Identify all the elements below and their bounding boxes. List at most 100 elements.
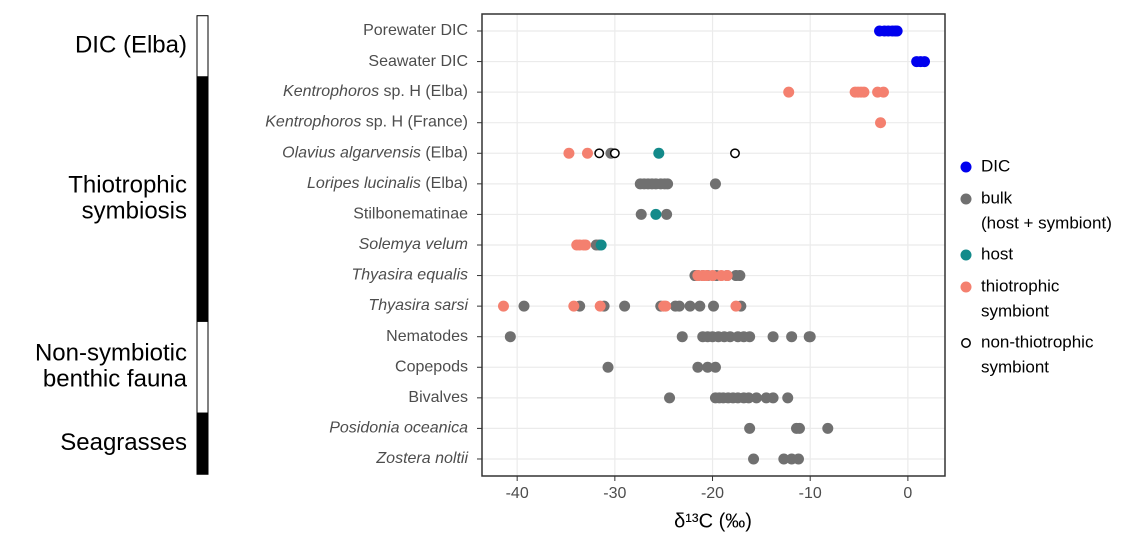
- point: [568, 300, 580, 312]
- y-tick-label: Loripes lucinalis (Elba): [307, 175, 468, 192]
- point: [653, 147, 665, 159]
- point: [783, 86, 795, 98]
- group-label: Thiotrophic: [68, 171, 187, 198]
- point: [877, 86, 889, 98]
- point: [518, 300, 530, 312]
- y-tick-label: Stilbonematinae: [353, 206, 468, 223]
- group-label: Seagrasses: [60, 429, 187, 456]
- y-tick-label: Zostera noltii: [375, 450, 468, 467]
- point: [660, 300, 672, 312]
- y-tick-label: Solemya velum: [359, 236, 468, 253]
- x-tick-label: -30: [603, 485, 626, 502]
- y-tick-label: Nematodes: [386, 328, 468, 345]
- point: [730, 300, 742, 312]
- y-tick-label: Thyasira equalis: [352, 267, 469, 284]
- x-tick-label: -40: [506, 485, 529, 502]
- x-tick-label: -10: [799, 485, 822, 502]
- point: [822, 422, 834, 434]
- point: [692, 361, 704, 373]
- point: [778, 453, 790, 465]
- point: [662, 178, 674, 190]
- legend-label: bulk: [981, 188, 1013, 207]
- legend-label: thiotrophic: [981, 276, 1060, 295]
- point: [707, 270, 719, 282]
- legend-label: symbiont: [981, 357, 1049, 376]
- group-bar: [196, 15, 209, 78]
- point: [767, 392, 779, 404]
- point: [709, 361, 721, 373]
- group-label: DIC (Elba): [75, 32, 187, 59]
- group-label: Non-symbiotic: [35, 340, 187, 367]
- point: [563, 147, 575, 159]
- point: [792, 453, 804, 465]
- point: [875, 117, 887, 129]
- legend-label: symbiont: [981, 301, 1049, 320]
- legend-marker: [960, 281, 972, 293]
- group-bar: [196, 320, 209, 414]
- x-tick-label: 0: [903, 485, 912, 502]
- point: [661, 208, 673, 220]
- point: [786, 331, 798, 343]
- legend-marker: [960, 193, 972, 205]
- y-tick-label: Bivalves: [408, 389, 468, 406]
- point: [724, 331, 736, 343]
- group-bar: [196, 76, 209, 322]
- point: [767, 331, 779, 343]
- point: [664, 392, 676, 404]
- point: [673, 300, 685, 312]
- point: [684, 300, 696, 312]
- point: [595, 239, 607, 251]
- point: [744, 331, 756, 343]
- point: [793, 422, 805, 434]
- legend-marker: [961, 338, 971, 348]
- point: [581, 147, 593, 159]
- point: [782, 392, 794, 404]
- point: [750, 392, 762, 404]
- y-tick-label: Kentrophoros sp. H (Elba): [283, 83, 468, 100]
- group-bar: [196, 412, 209, 475]
- point: [730, 148, 740, 159]
- legend-label: (host + symbiont): [981, 213, 1112, 232]
- legend-label: non-thiotrophic: [981, 332, 1094, 351]
- point: [609, 148, 620, 159]
- point: [594, 148, 605, 159]
- point: [748, 453, 760, 465]
- point: [744, 422, 756, 434]
- y-tick-label: Seawater DIC: [368, 53, 468, 70]
- point: [694, 300, 706, 312]
- point: [709, 178, 721, 190]
- x-axis-label: δ¹³C (‰): [674, 510, 752, 532]
- point: [676, 331, 688, 343]
- point: [504, 331, 516, 343]
- point: [804, 331, 816, 343]
- y-tick-label: Porewater DIC: [363, 22, 468, 39]
- y-tick-label: Posidonia oceanica: [329, 420, 468, 437]
- point: [721, 270, 733, 282]
- point: [891, 25, 903, 37]
- legend-label: DIC: [981, 156, 1010, 175]
- legend-marker: [960, 249, 972, 261]
- point: [580, 239, 592, 251]
- point: [734, 270, 746, 282]
- point: [497, 300, 509, 312]
- point: [650, 208, 662, 220]
- y-tick-label: Copepods: [395, 358, 468, 375]
- y-tick-label: Thyasira sarsi: [368, 297, 468, 314]
- point: [743, 392, 755, 404]
- point: [619, 300, 631, 312]
- point: [594, 300, 606, 312]
- point: [918, 56, 930, 68]
- point: [702, 361, 714, 373]
- group-label: benthic fauna: [43, 366, 188, 393]
- x-tick-label: -20: [701, 485, 724, 502]
- y-tick-label: Kentrophoros sp. H (France): [265, 114, 468, 131]
- point: [602, 361, 614, 373]
- y-tick-label: Olavius algarvensis (Elba): [282, 144, 468, 161]
- point: [858, 86, 870, 98]
- group-label: symbiosis: [82, 197, 187, 224]
- legend-marker: [960, 161, 972, 173]
- point: [635, 208, 647, 220]
- point: [708, 300, 719, 312]
- legend-label: host: [981, 244, 1013, 263]
